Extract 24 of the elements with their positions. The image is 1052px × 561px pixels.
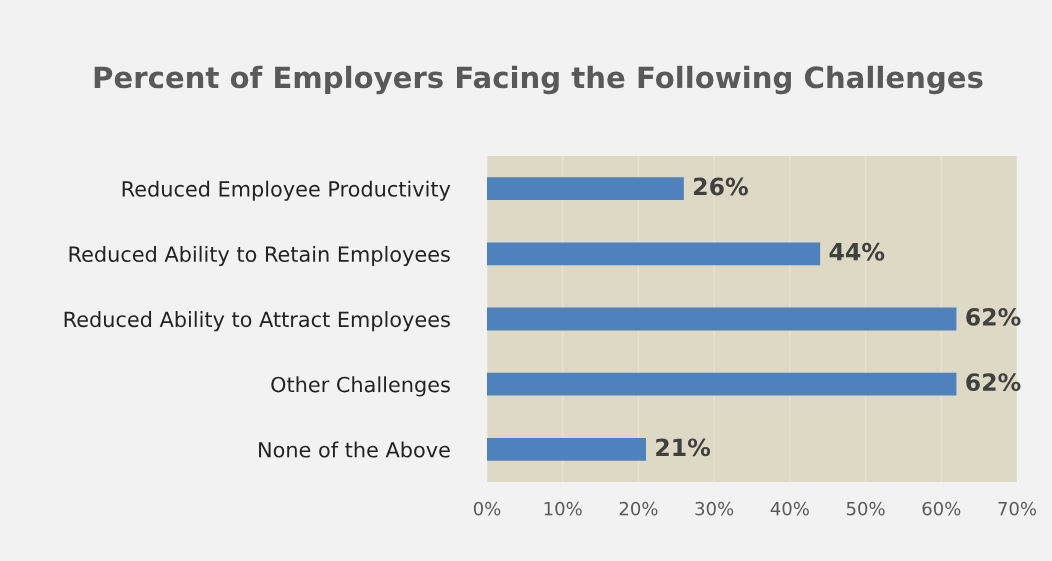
- y-tick-label: Reduced Employee Productivity: [122, 180, 451, 201]
- x-tick-label: 20%: [619, 501, 658, 516]
- data-label: 62%: [966, 307, 1021, 326]
- x-tick-label: 60%: [922, 501, 961, 516]
- bar: [487, 307, 957, 331]
- x-tick-label: 50%: [846, 501, 885, 516]
- data-label: 44%: [829, 242, 885, 261]
- data-label: 21%: [656, 438, 711, 457]
- x-tick-label: 30%: [695, 501, 734, 516]
- data-label: 26%: [694, 177, 748, 196]
- bar: [487, 177, 684, 201]
- x-tick-label: 40%: [770, 501, 809, 516]
- x-tick-label: 0%: [473, 501, 501, 516]
- x-tick-label: 10%: [544, 501, 582, 516]
- y-tick-label: None of the Above: [259, 441, 450, 458]
- chart-title: Percent of Employers Facing the Following Challenges: [94, 65, 983, 95]
- x-tick-label: 70%: [998, 501, 1037, 516]
- y-tick-label: Reduced Ability to Retain Employees: [69, 245, 450, 267]
- bar: [487, 437, 646, 461]
- bar: [487, 242, 821, 266]
- data-label: 62%: [966, 373, 1021, 392]
- y-tick-label: Reduced Ability to Attract Employees: [64, 311, 450, 332]
- bar: [487, 372, 957, 396]
- y-tick-label: Other Challenges: [271, 376, 450, 397]
